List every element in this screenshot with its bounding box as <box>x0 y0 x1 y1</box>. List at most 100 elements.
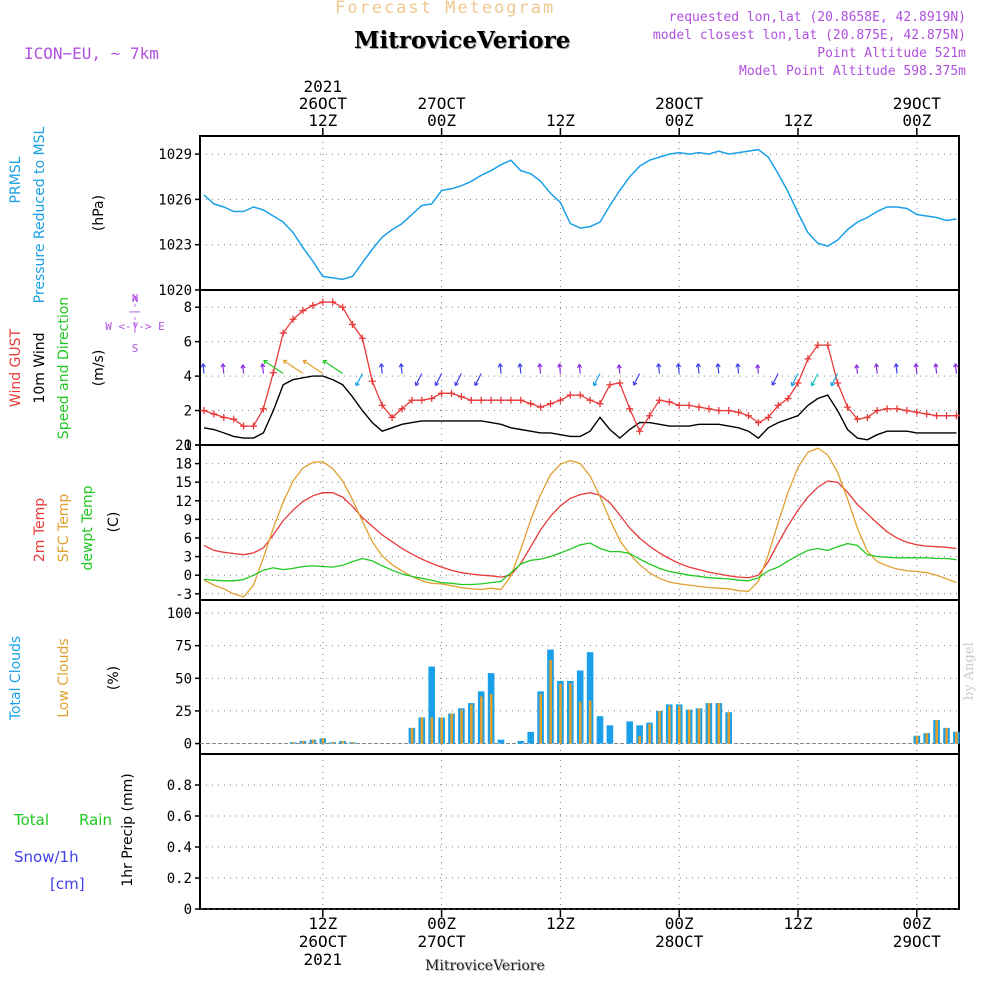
wind-arrow-head <box>263 359 268 365</box>
panel-frame <box>199 135 960 291</box>
wind-gust-marker <box>893 405 901 413</box>
total-rain-label-rain: Rain <box>79 811 112 829</box>
wind-gust-marker <box>230 415 238 423</box>
wind-gust-line <box>203 301 957 433</box>
wind-direction-arrow <box>954 363 957 374</box>
y-tick-label: 1023 <box>158 238 192 254</box>
wind-gust-marker <box>259 405 267 413</box>
wind-arrow-head <box>517 363 523 368</box>
total-cloud-bar <box>636 725 643 744</box>
wind-gust-marker <box>210 410 218 418</box>
x-tick-label-bottom: 2021 <box>304 950 343 969</box>
low-cloud-bar <box>925 733 929 744</box>
wind-direction-arrow <box>222 363 225 374</box>
low-cloud-bar <box>291 742 295 744</box>
snow-label: Snow/1h <box>14 848 79 866</box>
wind-gust-marker <box>933 412 941 420</box>
wind-arrow-head <box>675 363 682 368</box>
low-cloud-bar <box>410 727 414 744</box>
wind-gust-marker <box>279 329 287 337</box>
total-cloud-bar <box>626 721 633 744</box>
wind-gust-marker <box>665 398 673 406</box>
wind-gust-marker <box>388 413 396 421</box>
y-tick-label: 0 <box>184 902 192 918</box>
wind-gust-marker <box>883 405 891 413</box>
low-cloud-bar <box>351 742 354 744</box>
y-tick-label: 8 <box>184 300 192 316</box>
wind-arrow-head <box>240 364 246 369</box>
wind-arrow-head <box>933 363 939 368</box>
wind-arrow-head <box>873 363 880 368</box>
wind-arrow-head <box>302 359 308 365</box>
total-clouds-label: Total Clouds <box>8 636 24 721</box>
wind-10m-label: 10m Wind <box>32 332 48 403</box>
clouds-unit-label: (%) <box>106 666 122 690</box>
wind-arrow-head <box>355 381 360 387</box>
temp-2m-label: 2m Temp <box>32 498 48 562</box>
wind-arrow-head <box>592 381 598 387</box>
wind-direction-arrow <box>915 363 918 374</box>
low-cloud-bar <box>717 703 721 744</box>
low-cloud-bar <box>638 735 641 744</box>
wind-gust-marker <box>715 407 723 415</box>
wind-gust-marker <box>556 396 564 404</box>
wind-arrow-head <box>632 381 638 386</box>
wind-arrow-head <box>557 363 563 368</box>
wind-direction-arrow <box>895 363 898 374</box>
low-cloud-bar <box>460 709 463 744</box>
wind-arrow-head <box>830 381 836 387</box>
y-tick-label: 6 <box>184 335 192 351</box>
x-tick-label-top: 2021 <box>304 77 343 96</box>
y-tick-label: 1026 <box>158 192 192 208</box>
wind-direction-arrow <box>282 359 304 375</box>
wind-arrow-head <box>953 363 959 368</box>
wind-arrow-head <box>474 381 479 387</box>
x-tick-label-top: 28OCT <box>655 94 704 113</box>
wind-direction-arrow <box>261 363 264 374</box>
wind-arrow-head <box>695 363 701 368</box>
wind-gust-marker <box>477 396 485 404</box>
wind-arrow-head <box>398 363 404 368</box>
wind-arrow-head <box>577 363 583 369</box>
total-cloud-bar <box>596 716 604 744</box>
wind-gust-marker <box>844 403 851 411</box>
low-cloud-bar <box>697 708 701 744</box>
wind-gust-marker <box>220 413 228 421</box>
wind-direction-arrow <box>633 373 641 386</box>
x-tick-label-bottom: 12Z <box>308 914 337 933</box>
wind-gust-marker <box>527 400 535 408</box>
wind-arrow-head <box>715 363 721 368</box>
low-cloud-bar <box>588 700 592 744</box>
station-title: MitroviceVeriore <box>354 27 571 54</box>
low-cloud-bar <box>311 739 315 744</box>
total-cloud-bar <box>497 739 505 744</box>
temp-unit-label: (C) <box>106 512 122 533</box>
wind-direction-arrow <box>499 363 502 374</box>
wind-arrow-head <box>893 363 899 368</box>
wind-gust-marker <box>269 369 277 377</box>
wind-gust-marker <box>814 341 822 349</box>
wind-unit-label: (m/s) <box>91 350 107 387</box>
wind-gust-marker <box>636 427 644 435</box>
wind-gust-marker <box>537 403 545 411</box>
x-tick-label-bottom: 00Z <box>665 914 694 933</box>
bottom-station-label: MitroviceVeriore <box>425 958 545 974</box>
y-tick-label: 0 <box>184 438 192 454</box>
wind-direction-arrow <box>519 363 522 374</box>
x-tick-label-bottom: 12Z <box>784 914 813 933</box>
wind-direction-arrow <box>380 363 383 374</box>
wind-arrow-head <box>735 363 741 368</box>
wind-gust-marker <box>368 377 376 385</box>
wind-gust-marker <box>794 379 802 387</box>
wind-gust-marker <box>853 415 861 423</box>
wind-direction-arrow <box>791 373 799 387</box>
y-tick-label: 100 <box>167 606 192 622</box>
x-tick-label-bottom: 12Z <box>546 914 575 933</box>
pressure-label-msl: Pressure Reduced to MSL <box>32 126 48 303</box>
wind-direction-arrow <box>539 363 542 374</box>
wind-direction-arrow <box>657 363 660 374</box>
wind-arrow-head <box>220 363 226 368</box>
y-tick-label: 15 <box>175 475 192 491</box>
wind-arrow-head <box>414 381 420 387</box>
